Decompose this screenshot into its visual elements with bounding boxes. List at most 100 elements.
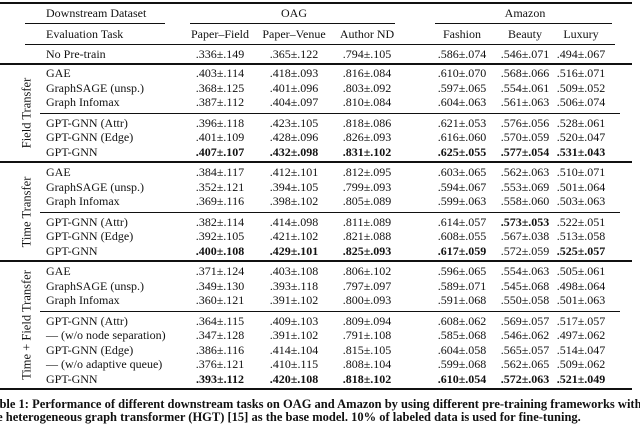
cell: .599±.063	[437, 194, 487, 208]
cell: .525±.057	[556, 243, 606, 258]
cell: .546±.071	[500, 47, 550, 61]
row-label: Graph Infomax	[46, 293, 120, 307]
row-label: No Pre-train	[46, 47, 106, 61]
cell: .409±.103	[269, 313, 319, 328]
cell: .550±.058	[500, 293, 550, 307]
cell: .429±.101	[269, 243, 319, 258]
row-label: GraphSAGE (unsp.)	[46, 278, 144, 293]
cell: .608±.055	[437, 229, 487, 243]
cell: .604±.063	[437, 95, 487, 109]
cell: .376±.121	[195, 357, 245, 371]
cell: .401±.109	[195, 130, 245, 144]
cell: .401±.096	[269, 80, 319, 95]
cell: .509±.052	[556, 80, 606, 95]
cell: .610±.070	[437, 66, 487, 80]
cell: .572±.063	[500, 371, 550, 386]
cell: .586±.074	[437, 47, 487, 61]
cell: .384±.117	[195, 165, 245, 179]
cell: .546±.062	[500, 328, 550, 342]
cell: .349±.130	[195, 278, 245, 293]
column-header: Paper–Field	[191, 27, 249, 41]
row-label: GAE	[46, 165, 71, 179]
cell: .803±.092	[342, 80, 392, 95]
row-label: GPT-GNN (Attr)	[46, 115, 128, 130]
dataset-label: Downstream Dataset	[46, 6, 147, 20]
cell: .382±.114	[195, 214, 245, 229]
cell: .428±.096	[269, 130, 319, 144]
cell: .528±.061	[556, 115, 606, 130]
row-label: GAE	[46, 264, 71, 278]
cell: .791±.108	[342, 328, 392, 342]
cell: .825±.093	[342, 243, 392, 258]
cell: .558±.060	[500, 194, 550, 208]
cell: .808±.104	[342, 357, 392, 371]
cmidrule-oag	[190, 23, 395, 24]
cell: .520±.047	[556, 130, 606, 144]
cell: .407±.107	[195, 144, 245, 159]
cell: .831±.102	[342, 144, 392, 159]
block-rule	[40, 211, 620, 213]
cell: .387±.112	[195, 95, 245, 109]
cell: .371±.124	[195, 264, 245, 278]
caption-line-2: the heterogeneous graph transformer (HGT…	[0, 410, 581, 424]
cell: .826±.093	[342, 130, 392, 144]
section-rule	[0, 260, 632, 262]
cell: .589±.071	[437, 278, 487, 293]
cell: .336±.149	[195, 47, 245, 61]
cell: .809±.094	[342, 313, 392, 328]
group-amazon: Amazon	[504, 6, 546, 20]
row-label: GPT-GNN (Edge)	[46, 342, 134, 357]
cell: .603±.065	[437, 165, 487, 179]
cell: .562±.063	[500, 165, 550, 179]
block-rule	[40, 310, 620, 312]
row-label: GPT-GNN	[46, 371, 98, 386]
cell: .621±.053	[437, 115, 487, 130]
section-label: Time Transfer	[19, 176, 34, 247]
column-header: Beauty	[508, 27, 542, 41]
cell: .821±.088	[342, 229, 392, 243]
cell: .403±.114	[195, 66, 245, 80]
row-label: GPT-GNN (Edge)	[46, 229, 134, 243]
cell: .554±.063	[500, 264, 550, 278]
cmidrule-amazon	[435, 23, 612, 24]
bottom-rule	[0, 388, 632, 390]
cell: .352±.121	[195, 179, 245, 194]
cell: .403±.108	[269, 264, 319, 278]
row-label: GraphSAGE (unsp.)	[46, 80, 144, 95]
cell: .805±.089	[342, 194, 392, 208]
cell: .365±.122	[269, 47, 319, 61]
cell: .400±.108	[195, 243, 245, 258]
cell: .494±.067	[556, 47, 606, 61]
cell: .396±.118	[195, 115, 245, 130]
cell: .596±.065	[437, 264, 487, 278]
cell: .599±.068	[437, 357, 487, 371]
cell: .393±.112	[196, 371, 244, 386]
cell: .521±.049	[556, 371, 606, 386]
row-label: GPT-GNN (Attr)	[46, 214, 128, 229]
cell: .414±.104	[269, 342, 319, 357]
cmidrule	[25, 23, 165, 24]
cell: .391±.102	[269, 293, 319, 307]
cell: .554±.061	[500, 80, 550, 95]
row-label: GPT-GNN (Attr)	[46, 313, 128, 328]
cell: .810±.084	[342, 95, 392, 109]
header-rule	[25, 44, 615, 45]
cell: .510±.071	[556, 165, 606, 179]
cell: .597±.065	[437, 80, 487, 95]
top-rule	[0, 2, 632, 4]
cell: .364±.115	[195, 313, 245, 328]
cell: .398±.102	[269, 194, 319, 208]
cell: .360±.121	[195, 293, 245, 307]
section-label: Time + Field Transfer	[19, 270, 34, 380]
cell: .815±.105	[342, 342, 392, 357]
cell: .585±.068	[437, 328, 487, 342]
cell: .498±.064	[556, 278, 606, 293]
cell: .567±.038	[500, 229, 550, 243]
cell: .545±.068	[500, 278, 550, 293]
row-label: Graph Infomax	[46, 95, 120, 109]
row-label: GPT-GNN (Edge)	[46, 130, 134, 144]
cell: .625±.055	[437, 144, 487, 159]
cell: .565±.057	[500, 342, 550, 357]
cell: .414±.098	[269, 214, 319, 229]
row-label: GraphSAGE (unsp.)	[46, 179, 144, 194]
